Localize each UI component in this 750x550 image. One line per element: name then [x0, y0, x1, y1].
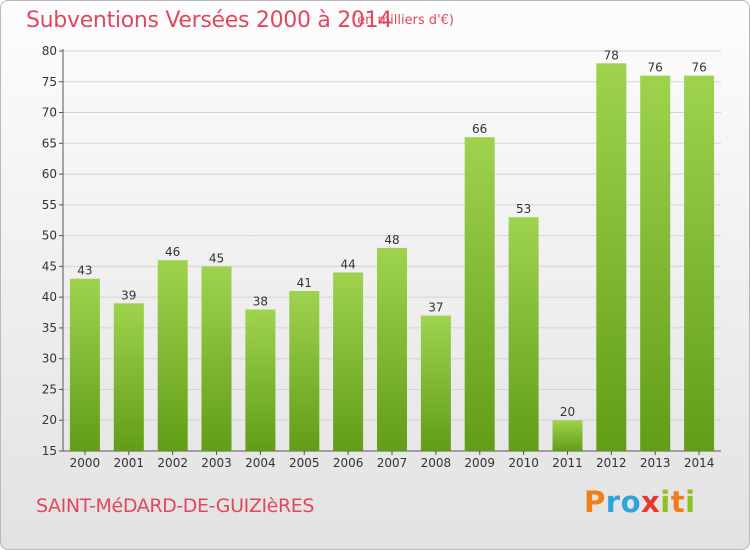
bar-2012 — [596, 63, 627, 452]
x-tick-label-2000: 2000 — [70, 456, 101, 470]
bar-2002 — [157, 260, 188, 451]
value-label-2000: 43 — [77, 264, 92, 278]
bar-2005 — [289, 291, 320, 451]
labels: 43 2000 39 2001 46 2002 45 2003 38 2004 41 2005 44 20… — [70, 48, 715, 470]
value-label-2003: 45 — [209, 251, 224, 265]
bar-2010 — [508, 217, 539, 451]
bar-2011 — [552, 420, 583, 451]
x-tick-label-2010: 2010 — [508, 456, 539, 470]
value-label-2006: 44 — [340, 258, 355, 272]
x-tick-label-2005: 2005 — [289, 456, 320, 470]
y-tick-label: 20 — [42, 413, 57, 427]
bars — [69, 63, 715, 452]
x-tick-label-2002: 2002 — [157, 456, 188, 470]
y-tick-label: 65 — [42, 136, 57, 150]
value-label-2007: 48 — [384, 233, 399, 247]
y-tick-label: 25 — [42, 382, 57, 396]
value-label-2014: 76 — [691, 61, 706, 75]
logo-letter: i — [685, 485, 696, 519]
x-tick-label-2009: 2009 — [464, 456, 495, 470]
y-tick-label: 50 — [42, 229, 57, 243]
y-tick-label: 75 — [42, 75, 57, 89]
value-label-2002: 46 — [165, 245, 180, 259]
bar-2000 — [69, 278, 100, 451]
chart-unit-subtitle: (en milliers d'€) — [352, 13, 454, 28]
y-tick-label: 35 — [42, 321, 57, 335]
bar-2001 — [113, 303, 144, 451]
logo-letter: t — [670, 485, 686, 519]
x-tick-label-2004: 2004 — [245, 456, 276, 470]
x-tick-label-2008: 2008 — [421, 456, 452, 470]
logo-letter: o — [620, 485, 642, 519]
value-label-2001: 39 — [121, 288, 136, 302]
bar-2009 — [464, 137, 495, 451]
chart-title: Subventions Versées 2000 à 2014 — [26, 8, 393, 33]
value-label-2008: 37 — [428, 301, 443, 315]
y-tick-label: 15 — [42, 444, 57, 458]
y-tick-label: 80 — [42, 44, 57, 58]
value-label-2004: 38 — [253, 295, 268, 309]
value-label-2009: 66 — [472, 122, 487, 136]
bar-2013 — [640, 75, 671, 451]
x-tick-label-2014: 2014 — [684, 456, 715, 470]
x-tick-label-2006: 2006 — [333, 456, 364, 470]
y-tick-label: 70 — [42, 106, 57, 120]
bar-2004 — [245, 309, 276, 451]
x-tick-label-2013: 2013 — [640, 456, 671, 470]
value-label-2010: 53 — [516, 202, 531, 216]
proxiti-logo: Proxiti — [584, 485, 696, 519]
x-tick-label-2012: 2012 — [596, 456, 627, 470]
x-tick-label-2007: 2007 — [377, 456, 408, 470]
x-tick-label-2001: 2001 — [114, 456, 145, 470]
commune-name: SAINT-MéDARD-DE-GUIZIèRES — [36, 495, 315, 517]
value-label-2005: 41 — [297, 276, 312, 290]
value-label-2013: 76 — [648, 61, 663, 75]
bar-2006 — [333, 272, 364, 451]
y-tick-label: 60 — [42, 167, 57, 181]
x-tick-label-2003: 2003 — [201, 456, 232, 470]
y-tick-label: 45 — [42, 259, 57, 273]
y-tick-label: 40 — [42, 290, 57, 304]
logo-letter: x — [641, 485, 661, 519]
value-label-2012: 78 — [604, 48, 619, 62]
x-tick-label-2011: 2011 — [552, 456, 583, 470]
bar-2008 — [420, 315, 451, 451]
value-label-2011: 20 — [560, 405, 575, 419]
bar-2014 — [684, 75, 715, 451]
logo-letter: i — [660, 485, 671, 519]
logo-letter: P — [584, 485, 606, 519]
logo-letter: r — [605, 485, 621, 519]
y-tick-label: 30 — [42, 352, 57, 366]
bar-2007 — [377, 247, 407, 451]
bar-2003 — [201, 266, 232, 451]
y-tick-label: 55 — [42, 198, 57, 212]
